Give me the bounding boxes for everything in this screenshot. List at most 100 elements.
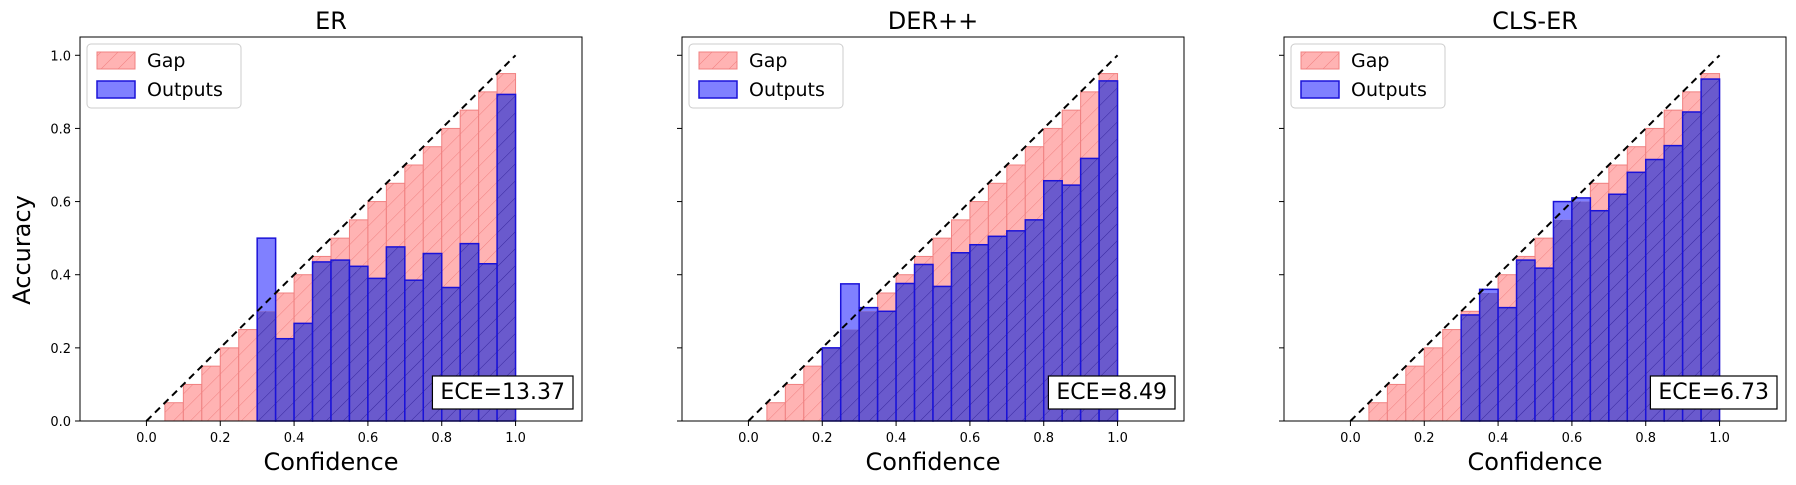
y-axis-label: Accuracy xyxy=(8,195,36,305)
gap-bar-hatch xyxy=(1387,384,1406,421)
output-bar-hatch xyxy=(1627,172,1646,421)
output-bar-hatch xyxy=(1553,219,1572,421)
y-tick-label: 0.6 xyxy=(50,196,71,211)
legend-gap-label: Gap xyxy=(1351,50,1389,72)
output-bar-hatch xyxy=(933,286,952,421)
panel-title: CLS-ER xyxy=(1492,7,1578,35)
perfect-calibration-line xyxy=(1349,54,1721,422)
x-tick-label: 0.4 xyxy=(284,431,305,446)
output-bar-excess xyxy=(257,238,276,312)
x-tick-label: 1.0 xyxy=(1709,431,1730,446)
perfect-calibration-line xyxy=(747,54,1119,422)
y-tick-label: 0.2 xyxy=(50,342,71,357)
panel-1: 0.0 0.2 0.4 0.6 0.8 1.0 0.0 0.2 0.4 0.6 0.8 1.0 ER Co… xyxy=(50,7,583,476)
ece-box xyxy=(431,375,574,410)
x-tick-label: 0.6 xyxy=(1562,431,1583,446)
output-bar-hatch xyxy=(331,260,350,421)
gap-bar-hatch xyxy=(1405,366,1425,421)
x-tick-label: 1.0 xyxy=(1107,431,1128,446)
legend-gap-hatch xyxy=(699,52,737,69)
x-tick-label: 0.0 xyxy=(738,431,759,446)
output-bar-hatch xyxy=(312,261,331,421)
ece-value: ECE=13.37 xyxy=(440,380,565,405)
x-tick-label: 0.8 xyxy=(431,431,452,446)
output-bar-hatch xyxy=(896,283,915,421)
gap-bar-hatch xyxy=(785,384,804,421)
gap-bar-hatch xyxy=(1442,329,1462,421)
output-bar-hatch xyxy=(1571,201,1591,421)
x-tick-label: 0.4 xyxy=(886,431,907,446)
output-bar-hatch xyxy=(1043,180,1063,421)
panel-3: 0.0 0.2 0.4 0.6 0.8 1.0 CLS-ER Confidence Gap Out… xyxy=(1279,7,1787,476)
x-tick-label: 1.0 xyxy=(505,431,526,446)
output-bar-hatch xyxy=(1664,145,1683,422)
gap-bar-hatch xyxy=(164,402,184,421)
output-bar-excess xyxy=(859,307,878,312)
perfect-calibration-line xyxy=(145,54,517,422)
x-axis-label: Confidence xyxy=(264,448,399,476)
legend-outputs-label: Outputs xyxy=(1351,79,1427,101)
legend-outputs-label: Outputs xyxy=(749,79,825,101)
ece-value: ECE=8.49 xyxy=(1056,380,1167,405)
output-bar-hatch xyxy=(1498,307,1517,421)
panel-title: ER xyxy=(315,7,347,35)
legend-outputs-swatch xyxy=(96,80,136,99)
output-bar-hatch xyxy=(497,94,516,421)
output-bar-excess xyxy=(1479,289,1499,293)
output-bar-hatch xyxy=(988,236,1007,421)
legend: Gap Outputs xyxy=(1290,43,1446,109)
ece-annotation: ECE=13.37 xyxy=(431,375,574,410)
y-tick-label: 1.0 xyxy=(50,49,71,64)
gap-bar-hatch xyxy=(183,384,202,421)
ece-box xyxy=(1047,375,1176,410)
legend: Gap Outputs xyxy=(86,43,242,109)
ece-annotation: ECE=6.73 xyxy=(1649,375,1778,410)
x-tick-label: 0.0 xyxy=(1340,431,1361,446)
x-tick-label: 0.2 xyxy=(210,431,231,446)
x-tick-label: 0.2 xyxy=(1414,431,1435,446)
output-bar-hatch xyxy=(1516,260,1535,421)
x-tick-label: 0.6 xyxy=(960,431,981,446)
gap-bar-hatch xyxy=(766,402,786,421)
output-bar-hatch xyxy=(294,323,313,421)
legend: Gap Outputs xyxy=(688,43,844,109)
legend-gap-label: Gap xyxy=(147,50,185,72)
output-bar-hatch xyxy=(822,347,841,421)
x-tick-label: 0.8 xyxy=(1635,431,1656,446)
y-tick-label: 0.4 xyxy=(50,269,71,284)
output-bar-hatch xyxy=(1701,79,1720,422)
legend-outputs-swatch xyxy=(698,80,738,99)
x-tick-label: 0.6 xyxy=(358,431,379,446)
x-tick-label: 0.0 xyxy=(136,431,157,446)
output-bar-hatch xyxy=(1062,185,1081,421)
output-bar-excess xyxy=(1571,197,1591,202)
output-bar-hatch xyxy=(1025,219,1044,421)
legend-gap-hatch xyxy=(1301,52,1339,69)
axes-frame xyxy=(681,36,1185,422)
x-axis-label: Confidence xyxy=(866,448,1001,476)
output-bar-hatch xyxy=(349,266,368,421)
gap-bar-hatch xyxy=(201,366,221,421)
output-bar-hatch xyxy=(1099,80,1118,421)
output-bar-hatch xyxy=(257,311,276,421)
output-bar-hatch xyxy=(367,278,387,421)
output-bar-hatch xyxy=(969,244,989,421)
y-tick-label: 0.0 xyxy=(50,415,71,430)
panel-title: DER++ xyxy=(888,7,979,35)
output-bar-hatch xyxy=(877,311,897,421)
output-bar-hatch xyxy=(1608,194,1628,421)
axes-frame xyxy=(79,36,583,422)
output-bar-excess xyxy=(840,283,860,330)
output-bar-hatch xyxy=(1590,210,1609,421)
x-axis-label: Confidence xyxy=(1468,448,1603,476)
ece-annotation: ECE=8.49 xyxy=(1047,375,1176,410)
x-tick-label: 0.8 xyxy=(1033,431,1054,446)
ece-box xyxy=(1649,375,1778,410)
output-bar-hatch xyxy=(386,246,405,421)
panel-2: 0.0 0.2 0.4 0.6 0.8 1.0 DER++ Confidence Gap Outp… xyxy=(677,7,1185,476)
output-bar-hatch xyxy=(914,264,933,421)
legend-outputs-swatch xyxy=(1300,80,1340,99)
legend-gap-hatch xyxy=(97,52,135,69)
legend-gap-label: Gap xyxy=(749,50,787,72)
